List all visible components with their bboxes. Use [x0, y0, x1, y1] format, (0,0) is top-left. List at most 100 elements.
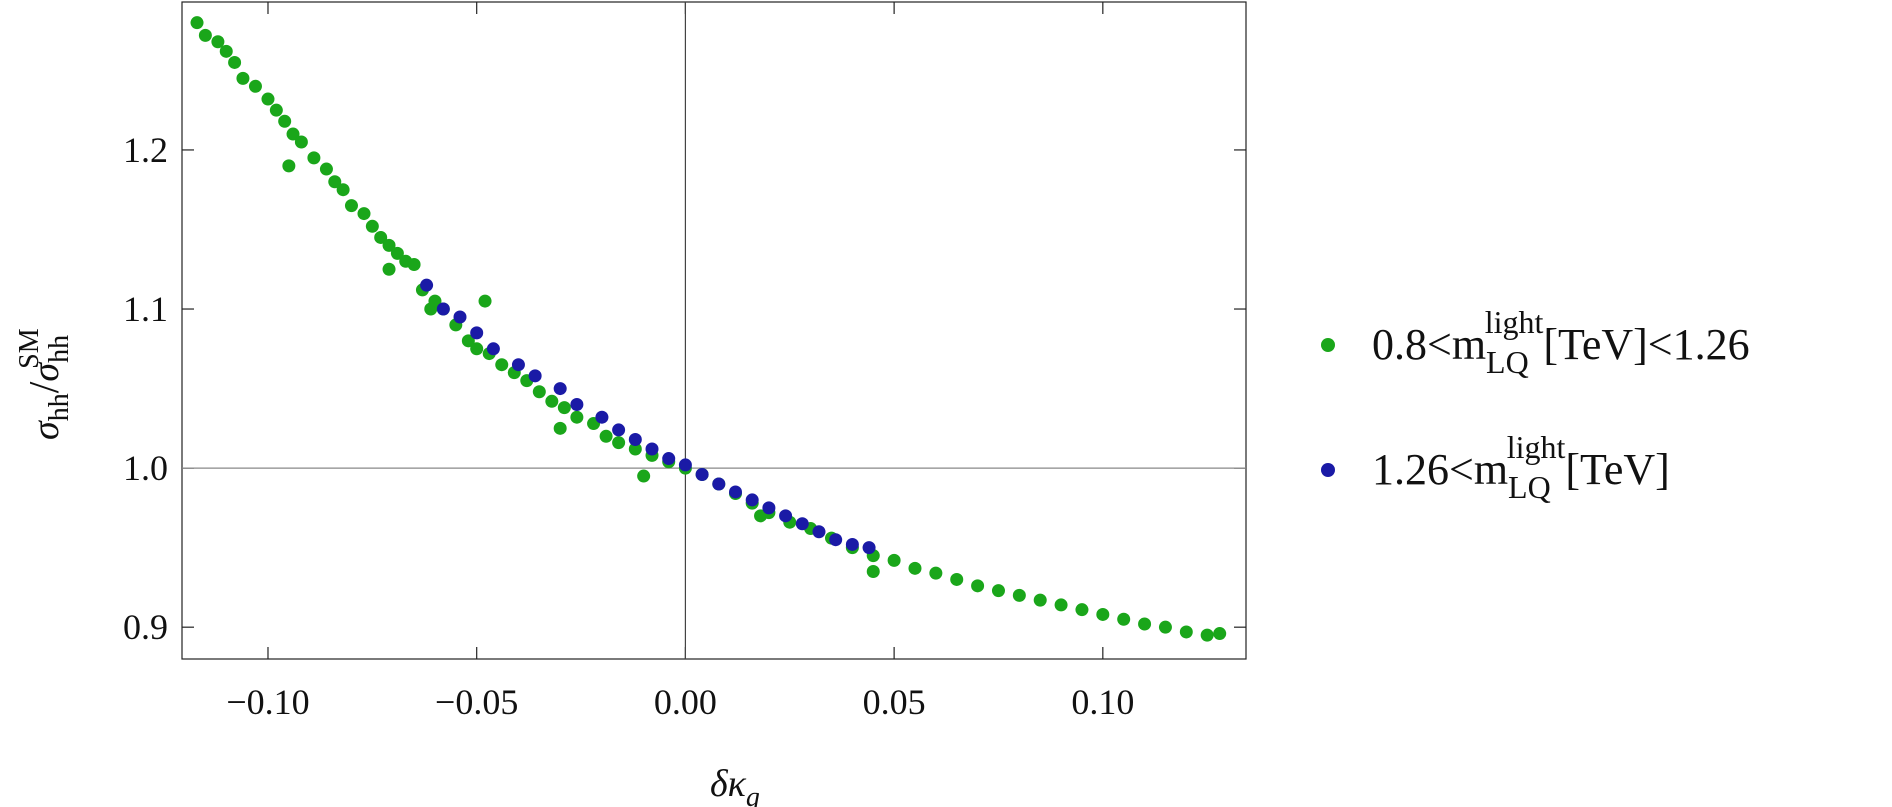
data-point — [228, 55, 242, 69]
data-point — [528, 369, 542, 383]
x-tick-label: 0.10 — [1071, 682, 1134, 722]
data-point — [795, 517, 809, 531]
data-point — [1033, 593, 1047, 607]
data-point — [219, 44, 233, 58]
data-point — [269, 103, 283, 117]
legend-sup: light — [1507, 429, 1566, 465]
legend-text: 1.26<m — [1372, 445, 1508, 494]
data-point — [599, 429, 613, 443]
data-point — [461, 334, 475, 348]
data-point — [845, 537, 859, 551]
data-point — [678, 458, 692, 472]
data-point — [1096, 607, 1110, 621]
data-point — [198, 28, 212, 42]
data-point — [470, 342, 484, 356]
data-point — [365, 219, 379, 233]
data-point — [1158, 620, 1172, 634]
data-point — [1054, 598, 1068, 612]
data-point — [336, 183, 350, 197]
x-tick-label: −0.05 — [435, 682, 518, 722]
data-point — [478, 294, 492, 308]
data-point — [570, 410, 584, 424]
data-point — [570, 397, 584, 411]
legend-sup: light — [1485, 304, 1544, 340]
data-point — [286, 127, 300, 141]
legend-label: 1.26<mLQ light[TeV] — [1372, 429, 1670, 505]
data-point — [453, 310, 467, 324]
data-point — [628, 442, 642, 456]
legend-text: 0.8<m — [1372, 320, 1486, 369]
data-point — [712, 477, 726, 491]
data-point — [1138, 617, 1152, 631]
data-point — [754, 509, 768, 523]
data-point — [532, 385, 546, 399]
y-label-part: hh — [44, 335, 75, 363]
data-point — [236, 71, 250, 85]
x-tick-label: −0.10 — [226, 682, 309, 722]
data-point — [211, 35, 225, 49]
y-label-part: SM — [14, 328, 45, 369]
legend-text: [TeV]<1.26 — [1543, 320, 1749, 369]
y-axis-label: σhh/σhhSM — [14, 328, 75, 440]
data-point — [829, 533, 843, 547]
data-point — [645, 442, 659, 456]
data-point — [728, 485, 742, 499]
data-point — [887, 553, 901, 567]
data-point — [357, 207, 371, 221]
data-point — [545, 394, 559, 408]
data-point — [294, 135, 308, 149]
x-label-sub: g — [746, 782, 760, 807]
data-point — [390, 246, 404, 260]
data-point — [1012, 588, 1026, 602]
data-point — [1117, 612, 1131, 626]
data-point — [1213, 627, 1227, 641]
data-point — [344, 199, 358, 213]
data-point — [261, 92, 275, 106]
data-point — [628, 432, 642, 446]
data-point — [1200, 628, 1214, 642]
data-point — [971, 579, 985, 593]
y-tick-label: 1.0 — [123, 448, 168, 488]
y-label-part: σ — [25, 420, 67, 440]
data-point — [662, 452, 676, 466]
data-point — [470, 326, 484, 340]
y-tick-label: 1.1 — [123, 289, 168, 329]
data-point — [950, 572, 964, 586]
data-point — [420, 278, 434, 292]
data-point — [929, 566, 943, 580]
data-point — [553, 421, 567, 435]
data-point — [319, 162, 333, 176]
y-label-part: hh — [44, 393, 75, 421]
x-tick-label: 0.05 — [863, 682, 926, 722]
data-point — [436, 302, 450, 316]
y-label-part: σ — [25, 362, 67, 382]
data-point — [991, 584, 1005, 598]
data-point — [495, 358, 509, 372]
data-point — [595, 410, 609, 424]
legend-text: [TeV] — [1565, 445, 1669, 494]
data-point — [382, 262, 396, 276]
data-point — [248, 79, 262, 93]
data-point — [866, 565, 880, 579]
legend-marker — [1321, 463, 1335, 477]
data-point — [328, 175, 342, 189]
data-point — [779, 509, 793, 523]
x-tick-label: 0.00 — [654, 682, 717, 722]
data-point — [762, 501, 776, 515]
data-point — [407, 257, 421, 271]
data-point — [1179, 625, 1193, 639]
data-point — [424, 302, 438, 316]
y-tick-label: 0.9 — [123, 607, 168, 647]
data-point — [637, 469, 651, 483]
x-label-part: δκ — [710, 763, 747, 805]
data-point — [862, 541, 876, 555]
data-point — [382, 238, 396, 252]
legend-marker — [1321, 338, 1335, 352]
legend-label: 0.8<mLQ light[TeV]<1.26 — [1372, 304, 1750, 380]
data-point — [374, 230, 388, 244]
data-point — [553, 382, 567, 396]
data-point — [812, 525, 826, 539]
data-point — [282, 159, 296, 173]
data-point — [190, 16, 204, 30]
